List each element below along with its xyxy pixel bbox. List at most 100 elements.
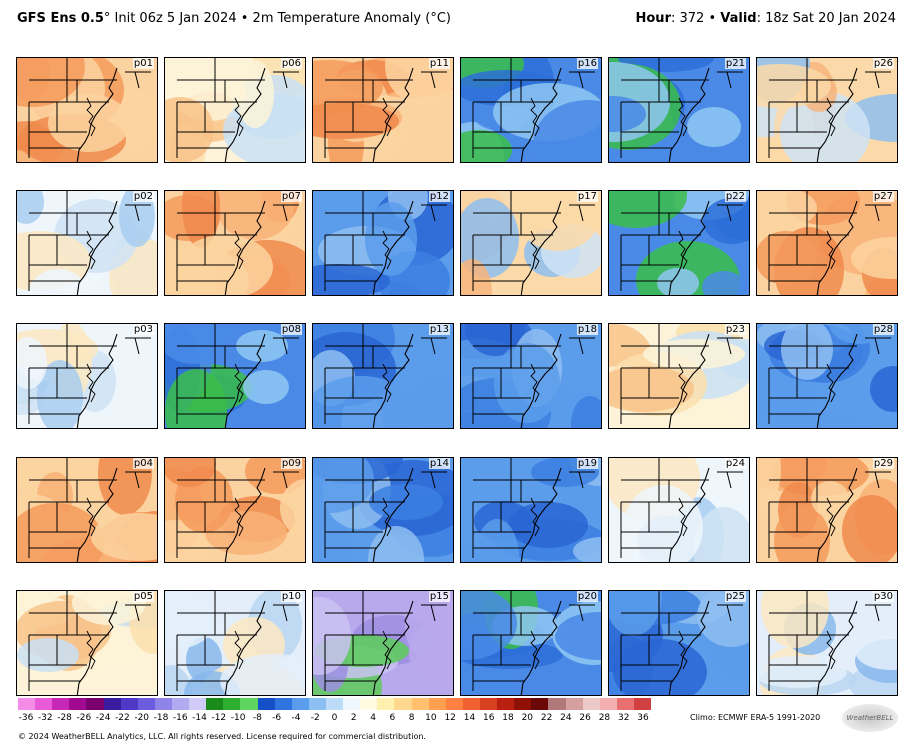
member-label: p13 bbox=[428, 324, 450, 335]
member-label: p07 bbox=[280, 191, 302, 202]
member-label: p04 bbox=[132, 458, 154, 469]
colorbar-swatch bbox=[291, 698, 309, 710]
copyright-notice: © 2024 WeatherBELL Analytics, LLC. All r… bbox=[18, 732, 426, 741]
anomaly-map bbox=[17, 58, 157, 162]
colorbar-swatch bbox=[565, 698, 583, 710]
colorbar-tick-label: 4 bbox=[370, 713, 376, 723]
colorbar-tick-label: -18 bbox=[153, 713, 169, 723]
colorbar-tick-label: -4 bbox=[291, 713, 301, 723]
anomaly-map bbox=[313, 324, 453, 428]
member-label: p15 bbox=[428, 591, 450, 602]
map-title: GFS Ens 0.5° Init 06z 5 Jan 2024 • 2m Te… bbox=[17, 11, 451, 26]
colorbar-swatch bbox=[154, 698, 172, 710]
weatherbell-logo: WeatherBELL bbox=[842, 704, 898, 732]
colorbar-swatch bbox=[18, 698, 36, 710]
colorbar-swatch bbox=[377, 698, 395, 710]
member-label: p02 bbox=[132, 191, 154, 202]
member-label: p14 bbox=[428, 458, 450, 469]
colorbar-swatch bbox=[633, 698, 652, 710]
anomaly-map bbox=[165, 58, 305, 162]
colorbar-tick-label: -2 bbox=[310, 713, 320, 723]
member-label: p19 bbox=[576, 458, 598, 469]
ensemble-member-panel: p16 bbox=[460, 57, 602, 163]
colorbar-tick-label: -32 bbox=[37, 713, 53, 723]
ensemble-member-panel: p01 bbox=[16, 57, 158, 163]
colorbar-swatch bbox=[137, 698, 155, 710]
anomaly-map bbox=[757, 324, 897, 428]
valid-time-info: Hour: 372 • Valid: 18z Sat 20 Jan 2024 bbox=[636, 11, 897, 26]
member-label: p16 bbox=[576, 58, 598, 69]
colorbar-swatch bbox=[479, 698, 498, 710]
anomaly-map bbox=[165, 591, 305, 695]
anomaly-map bbox=[461, 191, 601, 295]
anomaly-map bbox=[165, 324, 305, 428]
ensemble-member-panel: p09 bbox=[164, 457, 306, 563]
colorbar-swatch bbox=[206, 698, 224, 710]
ensemble-member-panel: p24 bbox=[608, 457, 750, 563]
separator: • bbox=[708, 11, 717, 26]
anomaly-map bbox=[609, 191, 749, 295]
anomaly-map bbox=[165, 191, 305, 295]
anomaly-map bbox=[609, 458, 749, 562]
member-label: p11 bbox=[428, 58, 450, 69]
colorbar-swatch bbox=[582, 698, 600, 710]
member-label: p20 bbox=[576, 591, 598, 602]
member-label: p22 bbox=[724, 191, 746, 202]
member-label: p23 bbox=[724, 324, 746, 335]
anomaly-map bbox=[313, 591, 453, 695]
ensemble-member-panel: p06 bbox=[164, 57, 306, 163]
colorbar-swatch bbox=[462, 698, 480, 710]
anomaly-map bbox=[461, 458, 601, 562]
ensemble-member-panel: p17 bbox=[460, 190, 602, 296]
colorbar-tick-label: -24 bbox=[95, 713, 111, 723]
colorbar-tick-labels: -36 -32 -28 -26 -24 -22 -20 -18 -16 -14 -12 -10 -8 -6… bbox=[18, 713, 651, 725]
member-label: p29 bbox=[872, 458, 894, 469]
valid-label: Valid bbox=[720, 11, 757, 26]
member-label: p05 bbox=[132, 591, 154, 602]
colorbar-swatch bbox=[120, 698, 138, 710]
anomaly-map bbox=[17, 191, 157, 295]
colorbar-swatch bbox=[103, 698, 121, 710]
anomaly-map bbox=[313, 458, 453, 562]
colorbar-tick-label: 8 bbox=[408, 713, 415, 723]
colorbar-tick-label: 28 bbox=[598, 713, 611, 723]
anomaly-map bbox=[17, 324, 157, 428]
colorbar-swatch bbox=[52, 698, 70, 710]
member-label: p09 bbox=[280, 458, 302, 469]
member-label: p24 bbox=[724, 458, 746, 469]
colorbar-tick-label: -8 bbox=[252, 713, 262, 723]
colorbar-swatch bbox=[308, 698, 326, 710]
ensemble-member-panel: p15 bbox=[312, 590, 454, 696]
colorbar-tick-label: 0 bbox=[331, 713, 338, 723]
colorbar-tick-label: 26 bbox=[579, 713, 591, 723]
anomaly-map bbox=[609, 324, 749, 428]
colorbar-tick-label: -6 bbox=[272, 713, 282, 723]
ensemble-member-panel: p04 bbox=[16, 457, 158, 563]
ensemble-member-panel: p19 bbox=[460, 457, 602, 563]
ensemble-member-panel: p28 bbox=[756, 323, 898, 429]
colorbar-tick-label: -26 bbox=[76, 713, 92, 723]
anomaly-map bbox=[461, 324, 601, 428]
ensemble-member-panel: p30 bbox=[756, 590, 898, 696]
anomaly-map bbox=[17, 458, 157, 562]
ensemble-member-panel: p12 bbox=[312, 190, 454, 296]
colorbar bbox=[18, 698, 652, 710]
member-label: p28 bbox=[872, 324, 894, 335]
ensemble-member-panel: p27 bbox=[756, 190, 898, 296]
colorbar-swatch bbox=[360, 698, 378, 710]
member-label: p06 bbox=[280, 58, 302, 69]
ensemble-member-panel: p11 bbox=[312, 57, 454, 163]
member-label: p12 bbox=[428, 191, 450, 202]
colorbar-tick-label: -36 bbox=[18, 713, 34, 723]
ensemble-member-panel: p18 bbox=[460, 323, 602, 429]
anomaly-map bbox=[313, 191, 453, 295]
colorbar-tick-label: -16 bbox=[172, 713, 188, 723]
colorbar-tick-label: -10 bbox=[230, 713, 246, 723]
member-label: p18 bbox=[576, 324, 598, 335]
field-name: 2m Temperature Anomaly (°C) bbox=[252, 11, 451, 26]
member-label: p25 bbox=[724, 591, 746, 602]
ensemble-member-panel: p08 bbox=[164, 323, 306, 429]
member-label: p26 bbox=[872, 58, 894, 69]
member-label: p08 bbox=[280, 324, 302, 335]
colorbar-tick-label: 20 bbox=[521, 713, 534, 723]
